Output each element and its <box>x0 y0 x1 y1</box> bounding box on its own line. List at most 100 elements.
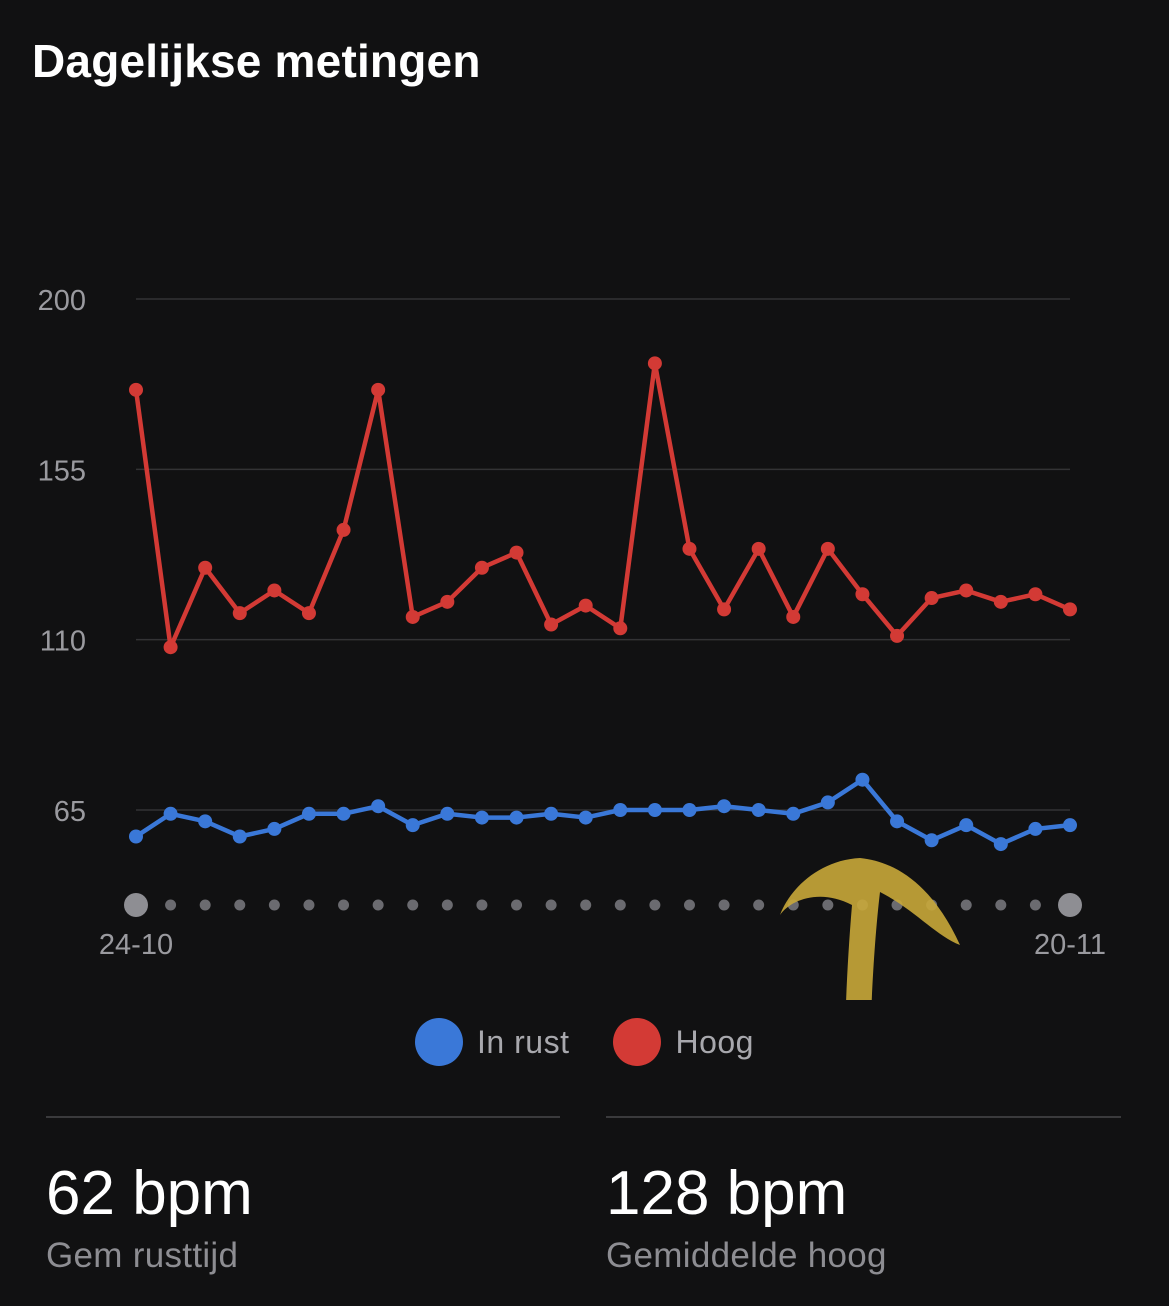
data-point[interactable] <box>1063 818 1077 833</box>
data-point[interactable] <box>613 803 628 817</box>
day-dot <box>614 899 626 911</box>
data-point[interactable] <box>1028 587 1043 602</box>
day-dot <box>199 899 211 911</box>
x-axis-day-dots <box>124 893 1082 917</box>
day-dot <box>580 899 592 911</box>
day-dot <box>1029 899 1041 911</box>
data-point[interactable] <box>509 810 524 825</box>
day-dot <box>995 899 1007 911</box>
legend-swatch-in-rust <box>415 1018 464 1066</box>
resting-average-label: Gem rusttijd <box>46 1236 239 1275</box>
data-point[interactable] <box>578 810 593 825</box>
data-point[interactable] <box>1028 821 1043 836</box>
data-point[interactable] <box>751 541 766 556</box>
data-point[interactable] <box>163 806 178 821</box>
data-point[interactable] <box>301 606 316 621</box>
date-range-handle[interactable] <box>1058 893 1082 917</box>
arrow-annotation <box>780 858 960 1000</box>
data-point[interactable] <box>544 806 559 821</box>
data-point[interactable] <box>820 541 835 556</box>
data-point[interactable] <box>993 837 1008 852</box>
data-point[interactable] <box>786 806 801 821</box>
y-tick-label: 110 <box>40 626 86 658</box>
data-point[interactable] <box>301 806 316 821</box>
high-average-value: 128 bpm <box>606 1159 848 1228</box>
data-point[interactable] <box>855 587 870 602</box>
chart-series <box>129 356 1077 852</box>
data-point[interactable] <box>717 799 732 814</box>
line-chart: 200 155 110 65 24-10 20-11 <box>38 285 1106 1000</box>
data-point[interactable] <box>440 806 455 821</box>
day-dot <box>234 899 246 911</box>
data-point[interactable] <box>371 799 386 814</box>
legend-item-hoog[interactable]: Hoog <box>613 1018 754 1066</box>
legend-item-in-rust[interactable]: In rust <box>415 1018 569 1066</box>
data-point[interactable] <box>1063 602 1077 617</box>
y-axis-ticks: 200 155 110 65 <box>38 285 86 828</box>
day-dot <box>441 899 453 911</box>
data-point[interactable] <box>232 606 247 621</box>
data-point[interactable] <box>336 522 351 537</box>
data-point[interactable] <box>682 541 697 556</box>
day-dot <box>511 899 523 911</box>
day-dot <box>338 899 350 911</box>
data-point[interactable] <box>786 609 801 624</box>
day-dot <box>753 899 765 911</box>
day-dot <box>683 899 695 911</box>
data-point[interactable] <box>129 382 143 397</box>
data-point[interactable] <box>405 609 420 624</box>
data-point[interactable] <box>717 602 732 617</box>
series-line-0 <box>133 777 1073 847</box>
y-tick-label: 65 <box>54 796 86 828</box>
day-dot <box>303 899 315 911</box>
data-point[interactable] <box>820 795 835 810</box>
data-point[interactable] <box>474 560 489 575</box>
data-point[interactable] <box>578 598 593 613</box>
y-tick-label: 200 <box>38 285 86 317</box>
data-point[interactable] <box>855 772 870 787</box>
data-point[interactable] <box>924 591 939 606</box>
divider-left <box>46 1116 560 1118</box>
data-point[interactable] <box>959 818 974 833</box>
data-point[interactable] <box>336 806 351 821</box>
data-point[interactable] <box>509 545 524 560</box>
y-tick-label: 155 <box>38 455 86 487</box>
data-point[interactable] <box>613 621 628 636</box>
data-point[interactable] <box>751 803 766 817</box>
series-line-1 <box>133 361 1073 650</box>
page-title: Dagelijkse metingen <box>32 35 481 87</box>
data-point[interactable] <box>371 382 386 397</box>
high-average-label: Gemiddelde hoog <box>606 1236 887 1275</box>
x-tick-label: 20-11 <box>1034 929 1106 961</box>
data-point[interactable] <box>647 356 662 371</box>
data-point[interactable] <box>129 829 143 844</box>
grid-lines <box>136 298 1070 811</box>
data-point[interactable] <box>232 829 247 844</box>
day-dot <box>268 899 280 911</box>
day-dot <box>822 899 834 911</box>
data-point[interactable] <box>890 814 905 829</box>
x-axis-ticks: 24-10 20-11 <box>99 929 1106 961</box>
data-point[interactable] <box>267 583 282 598</box>
data-point[interactable] <box>890 628 905 643</box>
data-point[interactable] <box>647 803 662 817</box>
data-point[interactable] <box>267 821 282 836</box>
day-dot <box>649 899 661 911</box>
day-dot <box>476 899 488 911</box>
day-dot <box>960 899 972 911</box>
data-point[interactable] <box>440 594 455 609</box>
data-point[interactable] <box>544 617 559 632</box>
data-point[interactable] <box>682 803 697 817</box>
data-point[interactable] <box>959 583 974 598</box>
data-point[interactable] <box>198 560 213 575</box>
date-range-handle[interactable] <box>124 893 148 917</box>
day-dot <box>407 899 419 911</box>
data-point[interactable] <box>993 594 1008 609</box>
data-point[interactable] <box>405 818 420 833</box>
data-point[interactable] <box>198 814 213 829</box>
day-dot <box>718 899 730 911</box>
data-point[interactable] <box>474 810 489 825</box>
data-point[interactable] <box>924 833 939 848</box>
data-point[interactable] <box>163 640 178 655</box>
